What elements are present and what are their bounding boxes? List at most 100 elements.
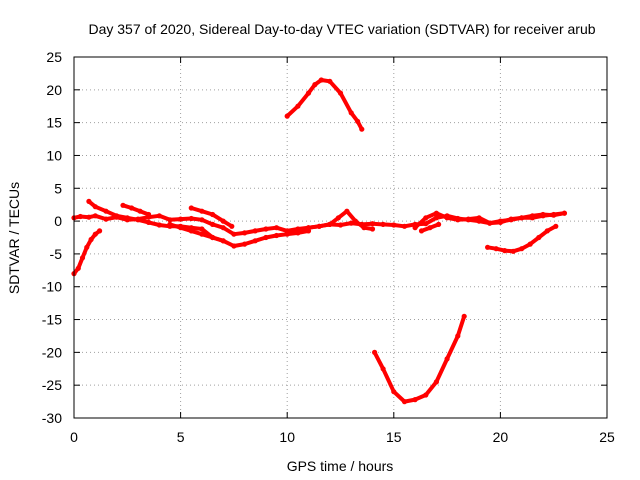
data-point — [427, 225, 433, 231]
data-point — [252, 238, 258, 244]
data-point — [263, 226, 269, 232]
data-point — [344, 208, 350, 214]
series-arc-9 — [372, 313, 467, 405]
series-line — [372, 314, 467, 404]
data-point — [295, 103, 301, 109]
y-tick-label: -5 — [50, 246, 63, 262]
series-arc-8 — [305, 208, 376, 232]
data-point — [199, 208, 205, 214]
data-point — [146, 211, 152, 218]
data-point — [461, 313, 467, 319]
series-arc-4 — [120, 202, 152, 218]
series-arc-7 — [284, 77, 365, 132]
data-point — [167, 221, 173, 227]
data-point — [352, 218, 358, 224]
data-point — [497, 219, 503, 225]
data-point — [86, 198, 92, 204]
y-tick-label: -25 — [42, 377, 62, 393]
series-arc-1 — [71, 228, 103, 277]
data-point — [318, 77, 324, 83]
data-point — [444, 356, 450, 362]
data-point — [92, 204, 98, 210]
data-point — [316, 223, 322, 229]
data-point — [220, 238, 226, 244]
data-point — [348, 110, 354, 116]
data-point — [327, 221, 333, 227]
data-point — [295, 230, 301, 236]
data-point — [92, 213, 98, 219]
data-point — [167, 217, 173, 223]
data-series — [71, 77, 568, 405]
data-point — [455, 217, 461, 223]
data-point — [519, 246, 525, 252]
data-point — [335, 215, 341, 221]
series-arc-11 — [418, 221, 442, 234]
data-point — [510, 248, 516, 254]
y-tick-label: 25 — [46, 49, 62, 65]
data-point — [380, 221, 386, 227]
plot-frame — [73, 56, 608, 419]
data-point — [231, 231, 237, 237]
data-point — [423, 215, 429, 221]
data-point — [199, 226, 205, 232]
data-point — [220, 218, 226, 224]
data-point — [129, 205, 135, 211]
data-point — [508, 216, 514, 222]
data-point — [124, 215, 130, 221]
data-point — [188, 205, 194, 211]
data-point — [529, 215, 536, 221]
chart-title: Day 357 of 2020, Sidereal Day-to-day VTE… — [88, 21, 595, 37]
series-line — [121, 203, 151, 217]
data-point — [401, 223, 408, 229]
series-arc-10 — [412, 210, 568, 231]
x-tick-label: 0 — [70, 429, 78, 445]
data-point — [188, 215, 194, 222]
data-point — [188, 228, 194, 234]
data-point — [553, 223, 559, 229]
gridlines — [74, 57, 607, 418]
data-point — [433, 215, 439, 221]
y-tick-label: 15 — [46, 115, 62, 131]
data-point — [519, 215, 525, 221]
data-point — [114, 213, 120, 219]
data-point — [210, 221, 216, 227]
data-point — [372, 349, 378, 355]
data-point — [359, 126, 365, 132]
y-tick-label: 20 — [46, 82, 62, 98]
data-point — [210, 211, 216, 218]
data-point — [79, 255, 86, 261]
data-point — [242, 241, 248, 247]
data-point — [361, 225, 367, 231]
series-arc-12 — [485, 223, 559, 254]
data-point — [337, 222, 344, 228]
data-point — [242, 230, 248, 236]
data-point — [273, 225, 280, 231]
series-arc-6 — [188, 205, 235, 229]
data-point — [455, 333, 461, 339]
data-point — [544, 228, 550, 234]
data-point — [418, 228, 425, 234]
data-point — [391, 389, 397, 395]
data-point — [348, 220, 354, 226]
data-point — [551, 211, 557, 218]
data-point — [75, 265, 81, 271]
series-line — [285, 78, 364, 132]
data-point — [263, 234, 269, 241]
data-point — [536, 234, 542, 241]
data-point — [485, 244, 491, 250]
data-point — [305, 90, 312, 96]
axis-ticks — [73, 56, 608, 419]
data-point — [465, 216, 471, 222]
data-point — [355, 118, 361, 124]
x-tick-label: 10 — [279, 429, 295, 445]
data-point — [135, 217, 141, 223]
data-point — [527, 241, 533, 247]
y-tick-label: -30 — [42, 410, 62, 426]
data-point — [252, 228, 258, 234]
data-point — [77, 213, 83, 220]
y-tick-label: 0 — [54, 213, 62, 229]
data-point — [423, 221, 429, 227]
x-axis-label: GPS time / hours — [287, 458, 394, 474]
data-point — [337, 90, 344, 96]
